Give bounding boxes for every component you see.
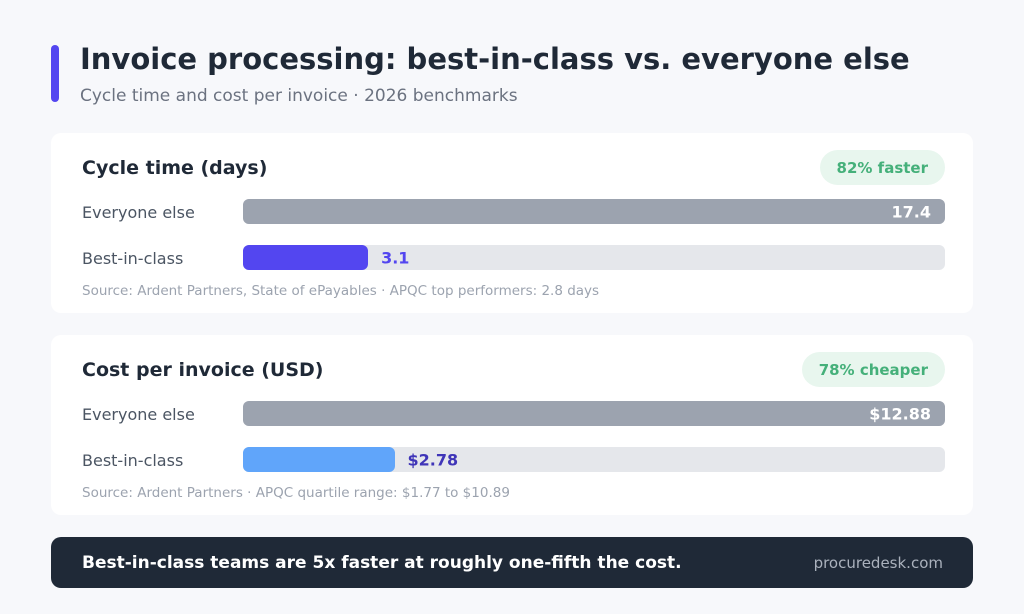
title-accent-bar xyxy=(51,45,59,102)
cycle-time-card: Cycle time (days) 82% faster Everyone el… xyxy=(51,133,973,313)
bar-best-in-class xyxy=(243,245,369,270)
improvement-badge: 78% cheaper xyxy=(801,352,945,387)
bar-track: $12.88 xyxy=(243,401,945,426)
bar-everyone-else: 17.4 xyxy=(243,199,945,224)
category-label: Best-in-class xyxy=(82,451,184,470)
value-label: 17.4 xyxy=(891,202,931,221)
chart-title: Cycle time (days) xyxy=(82,157,268,179)
page-title: Invoice processing: best-in-class vs. ev… xyxy=(80,42,910,76)
summary-message: Best-in-class teams are 5x faster at rou… xyxy=(82,552,682,573)
page-subtitle: Cycle time and cost per invoice · 2026 b… xyxy=(80,86,518,106)
category-label: Everyone else xyxy=(82,405,195,424)
bar-track: 3.1 xyxy=(243,245,945,270)
value-label: $2.78 xyxy=(407,450,459,469)
cost-per-invoice-card: Cost per invoice (USD) 78% cheaper Every… xyxy=(51,335,973,515)
source-note: Source: Ardent Partners, State of ePayab… xyxy=(82,283,600,299)
brand-link[interactable]: procuredesk.com xyxy=(813,553,943,572)
value-label: 3.1 xyxy=(381,248,410,267)
chart-title: Cost per invoice (USD) xyxy=(82,359,324,381)
bar-track: 17.4 xyxy=(243,199,945,224)
bar-best-in-class xyxy=(243,447,395,472)
source-note: Source: Ardent Partners · APQC quartile … xyxy=(82,485,510,501)
category-label: Everyone else xyxy=(82,203,195,222)
summary-banner: Best-in-class teams are 5x faster at rou… xyxy=(51,537,973,588)
bar-track: $2.78 xyxy=(243,447,945,472)
value-label: $12.88 xyxy=(869,404,931,423)
bar-everyone-else: $12.88 xyxy=(243,401,945,426)
improvement-badge: 82% faster xyxy=(819,150,945,185)
category-label: Best-in-class xyxy=(82,249,184,268)
